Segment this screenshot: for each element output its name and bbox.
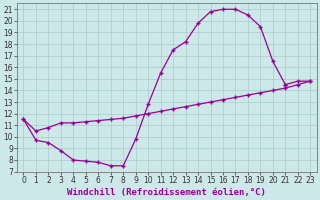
X-axis label: Windchill (Refroidissement éolien,°C): Windchill (Refroidissement éolien,°C) xyxy=(68,188,266,197)
